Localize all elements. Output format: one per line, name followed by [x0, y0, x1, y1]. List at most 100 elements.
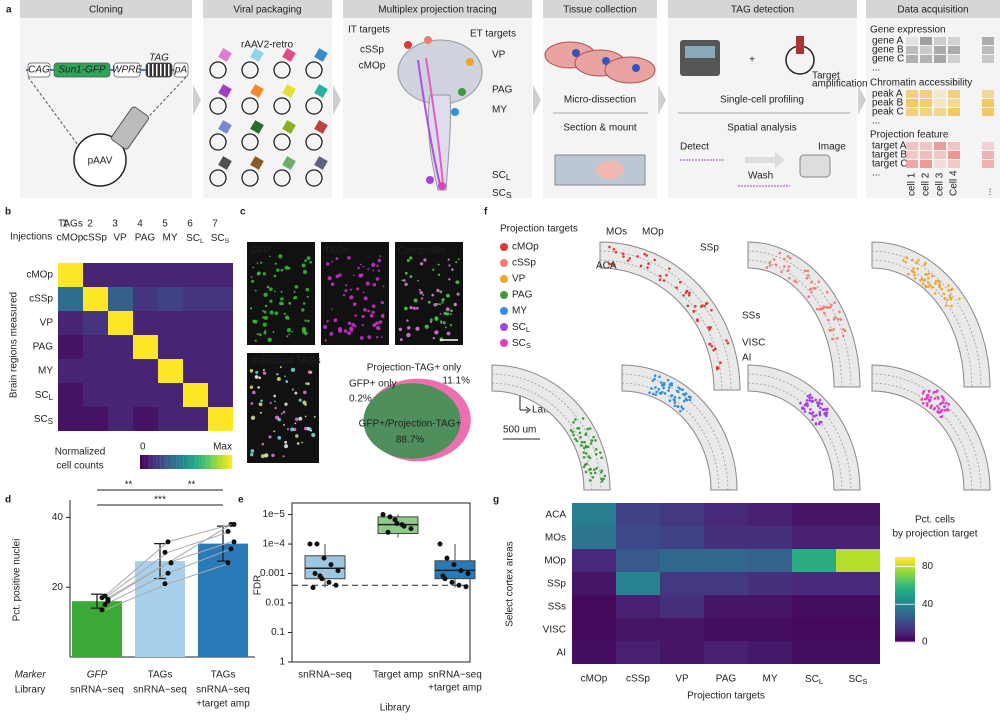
projection-cell — [817, 402, 820, 406]
projection-cell — [917, 259, 920, 262]
y-tick-label: 0.01 — [266, 598, 286, 609]
heat-cell — [792, 641, 836, 664]
speckle — [442, 321, 446, 325]
projection-cell — [666, 378, 670, 382]
colorbar-step — [220, 455, 223, 469]
speckle — [372, 269, 375, 272]
speckle — [375, 321, 379, 326]
speckle — [301, 308, 305, 312]
colorbar-tick: 0 — [140, 442, 146, 453]
projection-cell — [662, 279, 666, 282]
projection-cell — [833, 301, 836, 304]
projection-cell — [808, 393, 812, 397]
speckle — [264, 329, 267, 333]
projection-cell — [582, 451, 586, 454]
row-label: VISC — [543, 625, 566, 636]
speckle — [261, 316, 265, 319]
projection-cell — [805, 276, 809, 280]
heat-cell — [83, 359, 108, 383]
heat-cell — [208, 287, 233, 311]
colorbar-step — [895, 612, 915, 615]
projection-cell — [662, 386, 665, 390]
colorbar-step — [169, 455, 173, 469]
cell-label: cell 3 — [935, 172, 946, 196]
projection-cell — [927, 281, 930, 285]
speckle — [263, 331, 267, 335]
speckle — [362, 265, 365, 268]
projection-cell — [783, 257, 786, 261]
method: Spatial analysis — [727, 123, 796, 134]
virus-vector — [305, 61, 323, 79]
projection-cell — [806, 404, 809, 407]
projection-cell — [827, 318, 830, 322]
projection-cell — [588, 427, 592, 430]
virus-cap — [282, 48, 296, 62]
colorbar-tick-label: 0 — [922, 637, 928, 648]
speckle — [313, 415, 316, 418]
point — [465, 571, 471, 577]
column-number: 6 — [187, 219, 193, 230]
speckle — [294, 417, 299, 421]
colorbar-tick-label: 80 — [922, 561, 934, 572]
projection-cell — [820, 420, 823, 424]
column-label-base: SC — [805, 674, 819, 685]
projection-cell — [927, 272, 930, 276]
heat-cell — [183, 287, 208, 311]
projection-cell — [651, 379, 655, 382]
speckle — [326, 320, 329, 323]
projection-cell — [825, 306, 828, 309]
block-title: Chromatin accessibility — [870, 78, 972, 89]
row-label: SSs — [548, 602, 566, 613]
projection-cell — [648, 391, 651, 394]
speckle — [437, 273, 441, 277]
projection-cell — [818, 398, 822, 402]
region-label: ACA — [596, 261, 617, 272]
projection-cell — [823, 312, 826, 315]
virus-cap — [314, 120, 328, 134]
speckle — [438, 303, 441, 306]
heat-cell — [208, 335, 233, 359]
speckle — [250, 276, 253, 279]
speckle — [399, 338, 403, 342]
speckle — [269, 255, 271, 258]
colorbar-step — [895, 608, 915, 611]
heat-cell — [616, 549, 660, 572]
speckle — [306, 295, 309, 299]
projection-cell — [647, 262, 650, 266]
feature-cell — [982, 160, 994, 168]
projection-cell — [665, 273, 668, 277]
speckle — [276, 268, 280, 272]
speckle — [249, 385, 254, 389]
speckle — [269, 299, 273, 303]
speckle — [381, 336, 383, 339]
colorbar-step — [172, 455, 175, 469]
projection-cell — [646, 266, 649, 269]
brain — [397, 39, 483, 105]
speckle — [398, 327, 403, 332]
colorbar-step — [181, 455, 184, 469]
projection-cell — [688, 398, 692, 402]
projection-cell — [707, 326, 710, 329]
point — [225, 528, 231, 534]
speckle — [280, 290, 283, 293]
projection-cell — [947, 284, 950, 287]
projection-cell — [823, 412, 826, 415]
feature-cell — [906, 142, 918, 150]
colorbar-step — [146, 455, 150, 469]
virus-vector — [305, 97, 323, 115]
projection-cell — [662, 381, 666, 385]
library-label: snRNA−seq — [196, 685, 250, 696]
projection — [417, 59, 441, 186]
projection-cell — [806, 269, 810, 273]
speckle — [439, 320, 443, 323]
heat-cell — [183, 263, 208, 287]
heat-cell — [616, 503, 660, 526]
speckle — [304, 415, 307, 418]
row-label-sub: L — [49, 393, 54, 402]
dissected-spot — [632, 64, 640, 72]
feature-cell — [934, 160, 946, 168]
speckle — [363, 307, 367, 312]
legend-label: cMOp — [512, 242, 539, 253]
row-label: MY — [38, 366, 53, 377]
projection-cell — [580, 440, 584, 444]
